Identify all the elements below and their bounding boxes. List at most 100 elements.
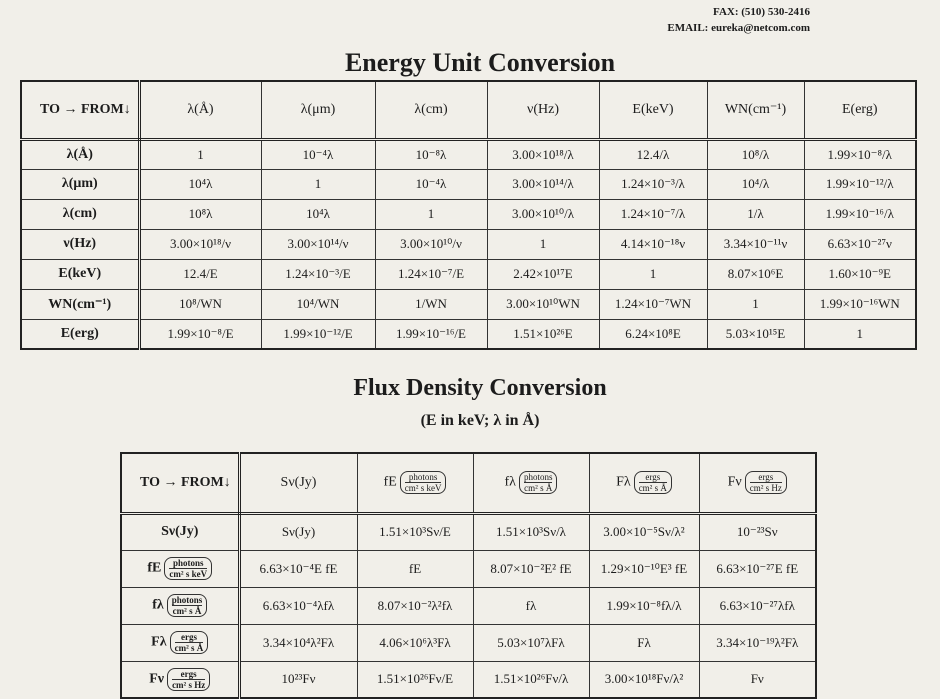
table-cell: 1.51×10²⁶E bbox=[486, 318, 600, 350]
fraction: ergs cm² s Hz bbox=[167, 667, 211, 691]
column-header: λ(cm) bbox=[374, 80, 488, 141]
denominator: cm² s Hz bbox=[172, 679, 206, 690]
table-cell: 10⁻²³Sν bbox=[698, 512, 817, 551]
table-row: WN(cm⁻¹) 10⁸/WN 10⁴/WN 1/WN 3.00×10¹⁰WN 1.24×… bbox=[20, 288, 917, 320]
table-cell: 1.99×10⁻⁸/λ bbox=[803, 138, 917, 170]
numerator: ergs bbox=[174, 632, 204, 643]
table-row: Fν ergs cm² s Hz 10²³Fν 1.51×10²⁶Fν/E 1.51×10… bbox=[120, 660, 817, 699]
table-cell: 3.00×10⁻⁵Sν/λ² bbox=[588, 512, 700, 551]
table-cell: 3.00×10¹⁰/ν bbox=[374, 228, 488, 260]
fraction: photons cm² s keV bbox=[164, 557, 213, 580]
table-cell: 8.07×10⁻²E² fE bbox=[472, 549, 590, 588]
table-cell: 3.00×10¹⁸Fν/λ² bbox=[588, 660, 700, 699]
column-header: Fλ ergs cm² s Å bbox=[588, 452, 700, 515]
table-cell: 8.07×10⁻²λ²fλ bbox=[356, 586, 474, 625]
table-cell: fE bbox=[356, 549, 474, 588]
table-cell: 3.00×10¹⁸/ν bbox=[138, 228, 262, 260]
fraction: ergs cm² s Å bbox=[169, 631, 209, 654]
table-cell: 8.07×10⁶E bbox=[706, 258, 805, 290]
table-row: Fλ ergs cm² s Å 3.34×10⁴λ²Fλ 4.06×10⁶λ³Fλ 5.0… bbox=[120, 623, 817, 662]
table-cell: 12.4/λ bbox=[598, 138, 708, 170]
table-cell: 1.99×10⁻⁸/E bbox=[138, 318, 262, 350]
table-cell: Fν bbox=[698, 660, 817, 699]
table-cell: 3.00×10¹⁰/λ bbox=[486, 198, 600, 230]
fraction: ergs cm² s Å bbox=[633, 471, 672, 495]
row-header: Fλ ergs cm² s Å bbox=[120, 623, 241, 662]
table-cell: 6.63×10⁻⁴λfλ bbox=[238, 586, 358, 625]
fraction: photons cm² s Å bbox=[518, 471, 558, 495]
table-cell: 1 bbox=[260, 168, 376, 200]
row-header: λ(cm) bbox=[20, 198, 141, 230]
numerator: photons bbox=[171, 595, 203, 606]
table-row: E(erg) 1.99×10⁻⁸/E 1.99×10⁻¹²/E 1.99×10⁻¹⁶/… bbox=[20, 318, 917, 350]
table-cell: fλ bbox=[472, 586, 590, 625]
table-cell: 2.42×10¹⁷E bbox=[486, 258, 600, 290]
symbol: Fν bbox=[149, 671, 165, 687]
denominator: cm² s Å bbox=[524, 483, 553, 494]
table-cell: 1.99×10⁻¹²/E bbox=[260, 318, 376, 350]
table-cell: 1 bbox=[706, 288, 805, 320]
table-cell: 1.99×10⁻¹²/λ bbox=[803, 168, 917, 200]
column-header: fE photons cm² s keV bbox=[356, 452, 474, 515]
table-cell: 6.63×10⁻²⁷E fE bbox=[698, 549, 817, 588]
table-cell: 12.4/E bbox=[138, 258, 262, 290]
table-cell: 10⁸λ bbox=[138, 198, 262, 230]
table-cell: 1.24×10⁻⁷WN bbox=[598, 288, 708, 320]
symbol: Fν bbox=[727, 474, 742, 490]
symbol: fE bbox=[383, 474, 397, 490]
table-row: fλ photons cm² s Å 6.63×10⁻⁴λfλ 8.07×10⁻²λ²f… bbox=[120, 586, 817, 625]
table-row: λ(Å) 1 10⁻⁴λ 10⁻⁸λ 3.00×10¹⁸/λ 12.4/λ 10⁸/λ 1.9… bbox=[20, 138, 917, 170]
energy-title: Energy Unit Conversion bbox=[344, 48, 616, 77]
table-cell: 10⁴λ bbox=[138, 168, 262, 200]
column-header: WN(cm⁻¹) bbox=[706, 80, 805, 141]
row-header: WN(cm⁻¹) bbox=[20, 288, 141, 320]
table-row: E(keV) 12.4/E 1.24×10⁻³/E 1.24×10⁻⁷/E 2.42×1… bbox=[20, 258, 917, 290]
row-header: Sν(Jy) bbox=[120, 512, 241, 551]
table-cell: 1.99×10⁻¹⁶/E bbox=[374, 318, 488, 350]
fax: FAX: (510) 530-2416 bbox=[713, 6, 810, 18]
table-cell: 4.14×10⁻¹⁸ν bbox=[598, 228, 708, 260]
table-cell: 6.63×10⁻⁴E fE bbox=[238, 549, 358, 588]
column-header: E(keV) bbox=[598, 80, 708, 141]
numerator: ergs bbox=[172, 669, 206, 680]
symbol: Fλ bbox=[151, 634, 167, 650]
flux-subtitle: (E in keV; λ in Å) bbox=[420, 412, 540, 429]
table-row: λ(μm) 10⁴λ 1 10⁻⁴λ 3.00×10¹⁴/λ 1.24×10⁻³/λ 10⁴… bbox=[20, 168, 917, 200]
symbol: fλ bbox=[152, 597, 164, 613]
table-cell: 1.99×10⁻¹⁶WN bbox=[803, 288, 917, 320]
row-header: fλ photons cm² s Å bbox=[120, 586, 241, 625]
table-cell: 6.63×10⁻²⁷ν bbox=[803, 228, 917, 260]
row-header: Fν ergs cm² s Hz bbox=[120, 660, 241, 699]
table-row: Sν(Jy) Sν(Jy) 1.51×10³Sν/E 1.51×10³Sν/λ 3.00… bbox=[120, 512, 817, 551]
table-cell: 4.06×10⁶λ³Fλ bbox=[356, 623, 474, 662]
table-cell: 1.51×10²⁶Fν/E bbox=[356, 660, 474, 699]
table-cell: 3.34×10⁴λ²Fλ bbox=[238, 623, 358, 662]
table-cell: 1/λ bbox=[706, 198, 805, 230]
flux-table: TO → FROM↓ Sν(Jy) fE photons cm² s keV fλ phot… bbox=[120, 452, 817, 699]
fraction: photons cm² s keV bbox=[399, 471, 447, 495]
flux-title: Flux Density Conversion bbox=[353, 375, 607, 401]
table-cell: 1.24×10⁻⁷/λ bbox=[598, 198, 708, 230]
column-header: fλ photons cm² s Å bbox=[472, 452, 590, 515]
table-cell: 10⁸/WN bbox=[138, 288, 262, 320]
table-cell: 1.51×10³Sν/E bbox=[356, 512, 474, 551]
symbol: Fλ bbox=[616, 474, 631, 490]
table-cell: 10⁻⁴λ bbox=[374, 168, 488, 200]
table-cell: 10⁻⁴λ bbox=[260, 138, 376, 170]
column-header: Sν(Jy) bbox=[238, 452, 358, 515]
denominator: cm² s Hz bbox=[749, 483, 782, 494]
table-cell: 10⁴/WN bbox=[260, 288, 376, 320]
fraction: photons cm² s Å bbox=[166, 594, 208, 617]
table-cell: 1.24×10⁻³/λ bbox=[598, 168, 708, 200]
table-cell: 10⁸/λ bbox=[706, 138, 805, 170]
table-cell: 1 bbox=[803, 318, 917, 350]
row-header: fE photons cm² s keV bbox=[120, 549, 241, 588]
fraction: ergs cm² s Hz bbox=[744, 471, 787, 495]
row-header: λ(μm) bbox=[20, 168, 141, 200]
table-cell: 1 bbox=[374, 198, 488, 230]
column-header: λ(μm) bbox=[260, 80, 376, 141]
table-row: ν(Hz) 3.00×10¹⁸/ν 3.00×10¹⁴/ν 3.00×10¹⁰/ν 1 4… bbox=[20, 228, 917, 260]
column-header: λ(Å) bbox=[138, 80, 262, 141]
corner-header: TO → FROM↓ bbox=[20, 80, 141, 141]
